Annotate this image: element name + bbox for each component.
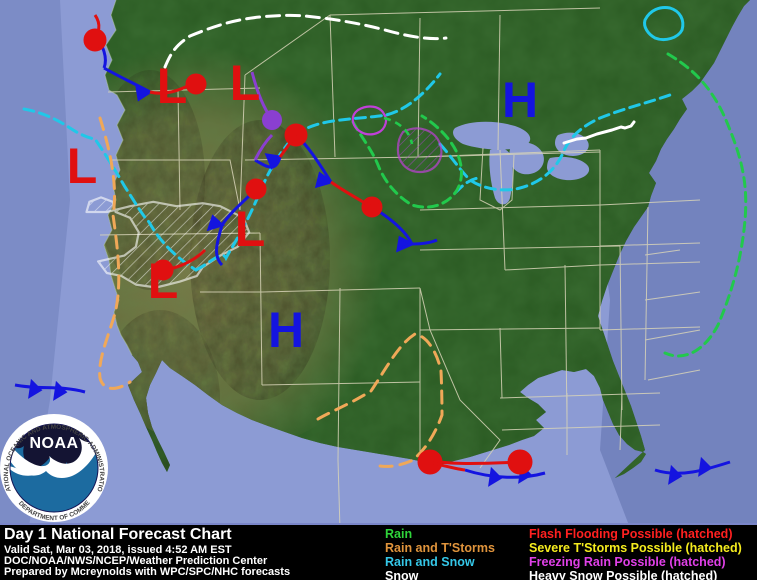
svg-text:H: H [502, 72, 538, 128]
svg-text:NOAA: NOAA [29, 435, 78, 452]
svg-text:L: L [148, 253, 179, 309]
svg-text:L: L [230, 55, 261, 111]
svg-text:L: L [157, 58, 188, 114]
svg-text:H: H [268, 302, 304, 358]
svg-text:L: L [235, 201, 266, 257]
svg-text:L: L [67, 138, 98, 194]
